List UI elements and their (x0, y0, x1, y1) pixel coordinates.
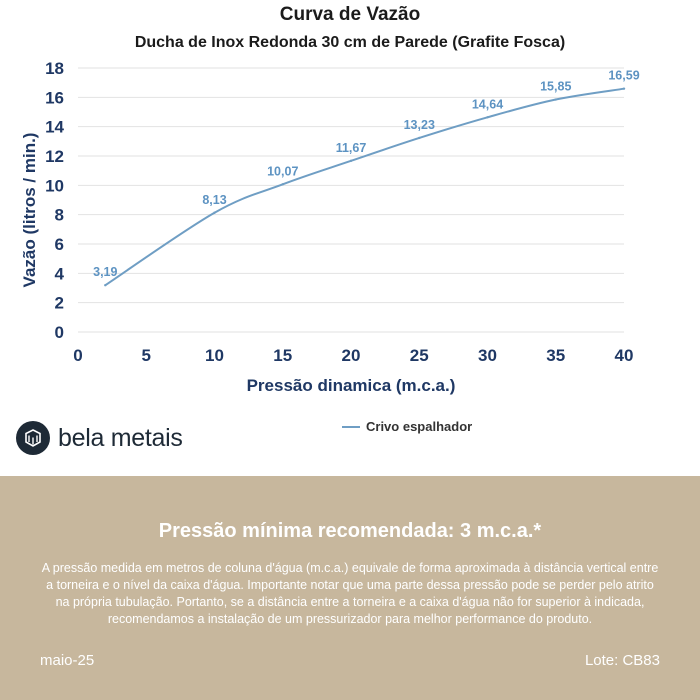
y-axis-label: Vazão (litros / min.) (20, 133, 39, 288)
data-point (486, 116, 489, 119)
min-pressure-heading: Pressão mínima recomendada: 3 m.c.a.* (158, 520, 542, 542)
data-label: 14,64 (472, 97, 503, 111)
data-point (554, 98, 557, 101)
y-tick-label: 2 (55, 294, 64, 313)
y-tick-label: 18 (45, 59, 64, 78)
data-point (418, 136, 421, 140)
x-tick-label: 35 (546, 346, 565, 365)
series-line-crivo-espalhador (104, 87, 625, 287)
x-tick-label: 20 (342, 346, 361, 365)
y-tick-label: 4 (55, 264, 65, 283)
y-tick-label: 0 (55, 323, 64, 342)
cube-icon (16, 421, 50, 455)
x-tick-label: 0 (73, 346, 82, 365)
y-tick-label: 12 (45, 147, 64, 166)
data-point (104, 284, 107, 287)
legend-swatch (342, 425, 360, 428)
y-tick-label: 16 (45, 88, 64, 107)
data-label: 16,59 (608, 69, 639, 83)
pressure-explanation: A pressão medida em metros de coluna d'á… (41, 561, 659, 626)
data-point (213, 211, 216, 214)
chart-subtitle: Ducha de Inox Redonda 30 cm de Parede (G… (134, 34, 566, 51)
lot-number: Lote: CB83 (584, 652, 660, 669)
brand-logo: bela metais (16, 420, 183, 456)
y-tick-label: 10 (45, 176, 64, 195)
data-label: 15,85 (540, 80, 571, 94)
x-tick-label: 15 (273, 346, 292, 365)
data-label: 8,13 (202, 193, 226, 207)
release-date: maio-25 (40, 652, 95, 669)
x-tick-label: 10 (205, 346, 224, 365)
data-label: 11,67 (336, 141, 367, 155)
data-label: 3,19 (93, 265, 117, 279)
data-point (622, 87, 626, 90)
x-tick-label: 5 (142, 346, 151, 365)
y-tick-label: 8 (55, 206, 64, 225)
footer-panel: Pressão mínima recomendada: 3 m.c.a.* A … (0, 476, 700, 700)
chart-legend: Crivo espalhador (342, 419, 472, 434)
chart-title: Curva de Vazão (279, 4, 421, 25)
y-tick-label: 6 (55, 235, 64, 254)
y-tick-label: 14 (45, 118, 64, 137)
data-label: 10,07 (267, 164, 298, 178)
x-tick-label: 40 (615, 346, 634, 365)
data-point (349, 159, 353, 163)
x-axis-label: Pressão dinamica (m.c.a.) (247, 376, 456, 395)
x-tick-label: 25 (410, 346, 429, 365)
data-point (281, 183, 284, 186)
x-tick-label: 30 (478, 346, 497, 365)
brand-name: bela metais (58, 423, 183, 452)
legend-label: Crivo espalhador (366, 419, 473, 434)
flow-curve-chart: 0 2 4 6 8 10 12 14 16 18 0 5 10 15 20 25 30 35 40 Pressão d… (20, 59, 640, 395)
data-label: 13,23 (404, 118, 435, 132)
